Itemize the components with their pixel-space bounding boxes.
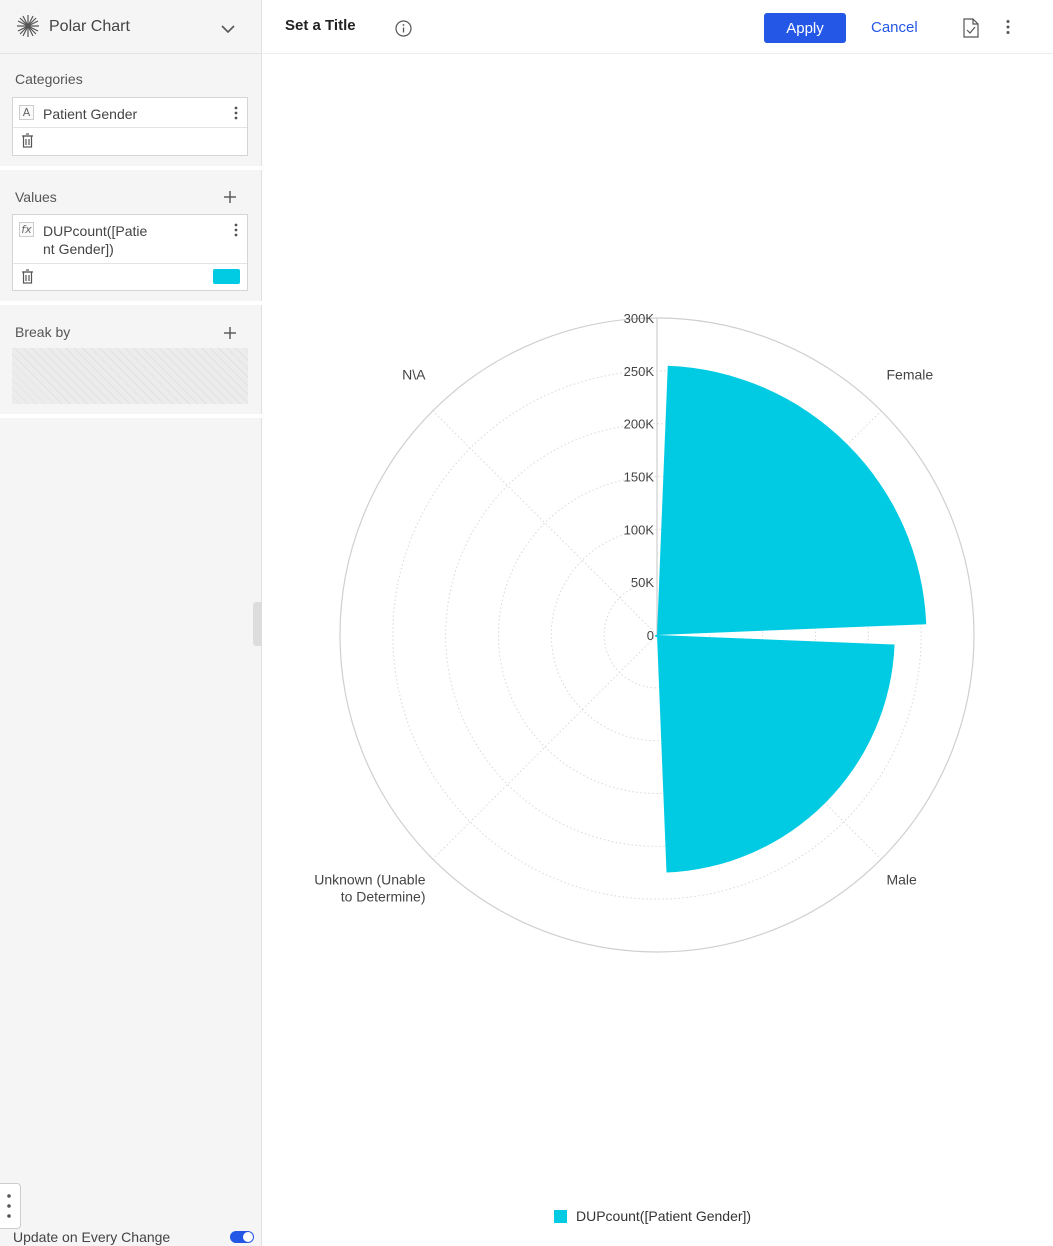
chart-type-label: Polar Chart [49, 18, 130, 35]
category-label: Unknown (Unable [314, 871, 425, 887]
value-field-dupcount[interactable]: fx DUPcount([Patie nt Gender]) [13, 215, 247, 264]
info-icon[interactable] [395, 20, 412, 42]
chart-type-selector[interactable]: Polar Chart [0, 0, 262, 54]
add-break-by-icon[interactable] [223, 326, 237, 345]
category-field-label: Patient Gender [43, 106, 138, 122]
header-toolbar: Set a Title Apply Cancel [263, 0, 1053, 54]
legend-label: DUPcount([Patient Gender]) [576, 1208, 752, 1224]
apply-button[interactable]: Apply [764, 13, 846, 43]
polar-sector-2[interactable] [657, 635, 895, 873]
polar-sector-3[interactable] [654, 635, 657, 638]
field-menu-icon[interactable] [234, 223, 238, 242]
document-check-icon[interactable] [962, 18, 980, 43]
radial-tick-label: 300K [624, 311, 655, 326]
category-label: Male [886, 871, 917, 887]
polar-chart-icon [16, 14, 40, 43]
values-field-box: fx DUPcount([Patie nt Gender]) [12, 214, 248, 291]
categories-title: Categories [15, 71, 83, 87]
radial-tick-label: 150K [624, 470, 655, 485]
text-field-type-icon: A [19, 105, 34, 120]
radial-tick-label: 50K [631, 575, 654, 590]
collapse-panel-handle[interactable] [253, 602, 262, 646]
legend-swatch [554, 1210, 567, 1223]
formula-field-type-icon: fx [19, 222, 34, 237]
section-divider [0, 414, 262, 418]
delete-value-icon[interactable] [21, 269, 34, 289]
delete-category-icon[interactable] [21, 133, 34, 153]
category-label: N\A [402, 367, 426, 383]
radial-tick-label: 100K [624, 522, 655, 537]
value-field-label-line2: nt Gender]) [43, 241, 114, 257]
values-title: Values [15, 189, 57, 205]
update-on-change-toggle[interactable] [230, 1231, 254, 1243]
category-label: to Determine) [341, 888, 426, 904]
field-menu-icon[interactable] [234, 106, 238, 125]
update-on-change-label: Update on Every Change [13, 1229, 171, 1245]
toggle-knob [243, 1232, 253, 1242]
category-field-patient-gender[interactable]: A Patient Gender [13, 98, 247, 128]
radial-tick-label: 200K [624, 417, 655, 432]
polar-grid-ring [445, 423, 869, 847]
category-label: Female [886, 367, 933, 383]
radial-tick-label: 0 [647, 628, 654, 643]
widget-title[interactable]: Set a Title [285, 17, 356, 34]
categories-field-box: A Patient Gender [12, 97, 248, 156]
break-by-drop-zone[interactable] [12, 348, 248, 404]
chevron-down-icon[interactable] [220, 21, 236, 39]
sidebar: Polar Chart Categories A Patient Gender … [0, 0, 262, 1246]
panel-options-tab[interactable] [0, 1183, 21, 1229]
more-options-icon[interactable] [1006, 19, 1010, 40]
polar-sector-1[interactable] [657, 365, 927, 635]
series-color-swatch[interactable] [213, 269, 240, 284]
section-divider [0, 166, 262, 170]
break-by-title: Break by [15, 324, 71, 340]
add-value-icon[interactable] [223, 190, 237, 209]
polar-chart: 0 50K 100K 150K 200K 250K 300K Female Male Unkno… [314, 311, 975, 953]
cancel-button[interactable]: Cancel [871, 19, 918, 36]
polar-grid-spoke [432, 410, 658, 636]
value-field-label-line1: DUPcount([Patie [43, 223, 148, 239]
section-divider [0, 301, 262, 305]
radial-tick-label: 250K [624, 364, 655, 379]
polar-grid-spoke [432, 634, 658, 860]
polar-grid-ring [498, 476, 816, 794]
